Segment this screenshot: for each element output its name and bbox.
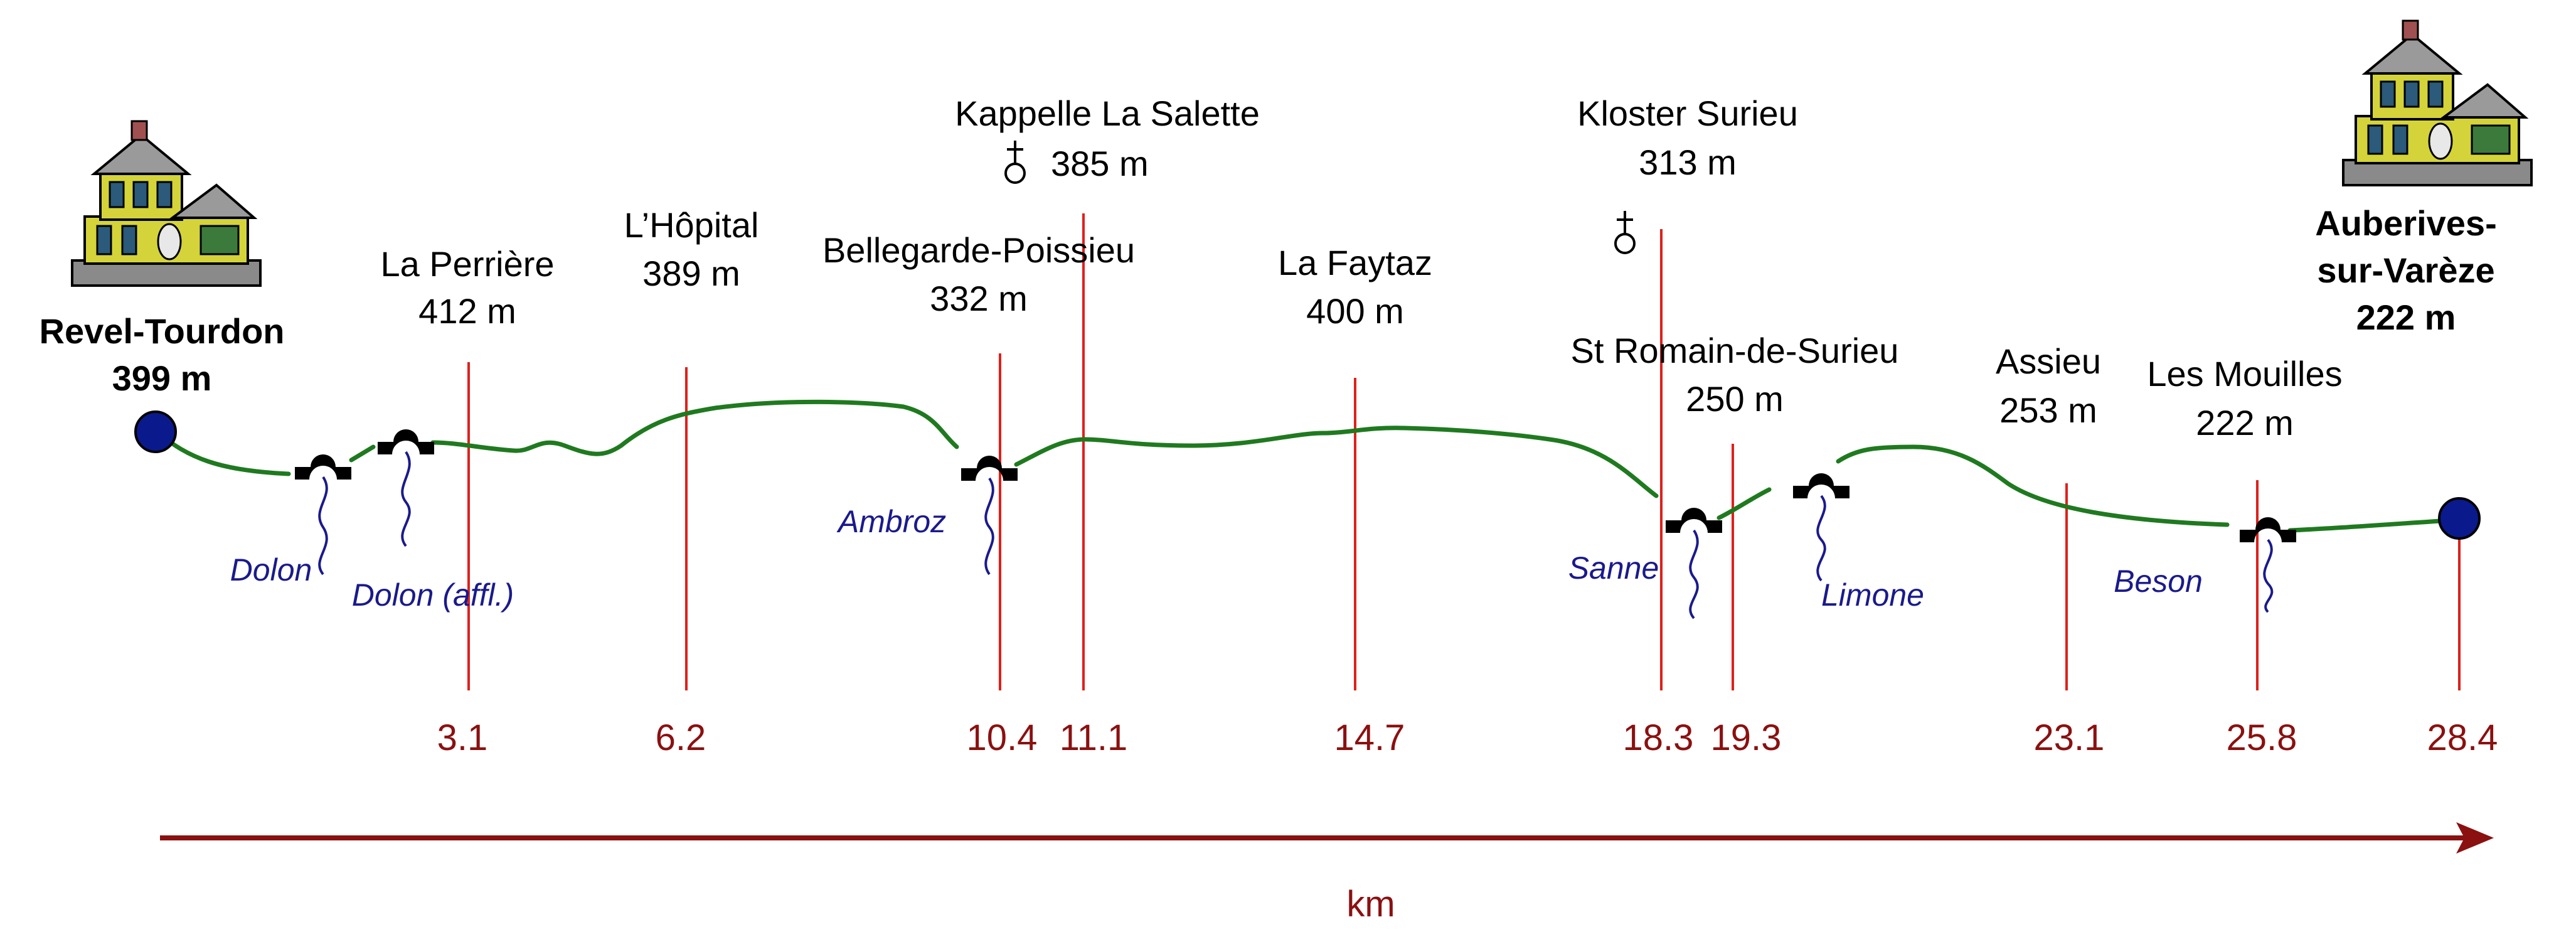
place-name: Les Mouilles [2147, 354, 2342, 394]
place-elevation: 385 m [1051, 144, 1149, 183]
km-label: 19.3 [1711, 717, 1782, 758]
route-segment-5 [1716, 487, 1772, 520]
place-elevation: 332 m [930, 279, 1028, 318]
end-name-line2: sur-Varèze [2317, 250, 2494, 290]
place-elevation: 250 m [1686, 379, 1784, 419]
place-name: Kloster Surieu [1577, 94, 1798, 133]
km-label: 3.1 [437, 717, 488, 758]
km-label: 23.1 [2034, 717, 2105, 758]
church-cross-icon [1004, 139, 1026, 184]
river-label: Beson [2114, 564, 2203, 599]
bridge-icon [961, 456, 1018, 481]
river-line-dolon-affl [401, 451, 411, 547]
church-cross-icon [1614, 210, 1636, 254]
place-name: Kappelle La Salette [955, 94, 1260, 133]
place-elevation: 313 m [1639, 142, 1737, 182]
river-line-sanne [1689, 529, 1699, 619]
place-name: Assieu [1996, 341, 2101, 381]
km-label: 11.1 [1060, 717, 1128, 758]
end-elevation: 222 m [2356, 298, 2456, 337]
bridge-icon [2240, 517, 2296, 542]
house-icon [2342, 19, 2533, 186]
crossings [295, 429, 2296, 542]
start-elevation: 399 m [112, 358, 212, 398]
river-label: Dolon [230, 552, 312, 587]
river-line-dolon [318, 476, 328, 576]
km-label: 18.3 [1623, 717, 1694, 758]
place-name: L’Hôpital [624, 205, 759, 245]
river-line-ambroz [984, 477, 994, 576]
start-point [134, 410, 177, 453]
route-segment-4 [1014, 426, 1659, 498]
bridge-icon [1666, 508, 1722, 533]
place-elevation: 400 m [1306, 291, 1404, 331]
place-elevation: 222 m [2196, 403, 2294, 442]
end-point [2438, 497, 2481, 540]
km-label: 6.2 [656, 717, 706, 758]
route-segment-3 [430, 399, 959, 456]
km-axis-arrowhead [2456, 822, 2494, 854]
river-label: Dolon (affl.) [352, 577, 514, 613]
bridge-icon [378, 429, 434, 454]
route-segment-7 [2287, 518, 2443, 533]
river-line-limone [1816, 495, 1826, 582]
km-label: 28.4 [2427, 717, 2498, 758]
place-name: Bellegarde-Poissieu [822, 230, 1135, 270]
river-line-beson [2263, 539, 2274, 613]
river-label: Sanne [1568, 550, 1659, 586]
route-segment-6 [1836, 444, 2230, 527]
route-segment-2 [349, 444, 376, 463]
place-elevation: 389 m [642, 254, 740, 293]
place-name: La Faytaz [1278, 243, 1432, 282]
route-segment-1 [154, 429, 291, 476]
place-name: St Romain-de-Surieu [1571, 331, 1899, 370]
km-label: 14.7 [1334, 717, 1405, 758]
start-name: Revel-Tourdon [40, 311, 285, 351]
bridge-icon [295, 454, 351, 480]
place-name: La Perrière [380, 244, 554, 284]
end-name-line1: Auberives- [2315, 203, 2496, 243]
place-elevation: 412 m [418, 291, 516, 331]
place-elevation: 253 m [1999, 390, 2097, 430]
km-label: 25.8 [2227, 717, 2297, 758]
route-profile [154, 399, 2443, 533]
river-label: Ambroz [836, 504, 946, 539]
river-lines [318, 451, 2274, 619]
house-icon [71, 120, 262, 287]
axis-unit-label: km [1346, 884, 1395, 925]
km-label: 10.4 [967, 717, 1038, 758]
river-label: Limone [1821, 577, 1924, 613]
bridge-icon [1793, 473, 1850, 498]
marker-lines [467, 213, 2461, 690]
